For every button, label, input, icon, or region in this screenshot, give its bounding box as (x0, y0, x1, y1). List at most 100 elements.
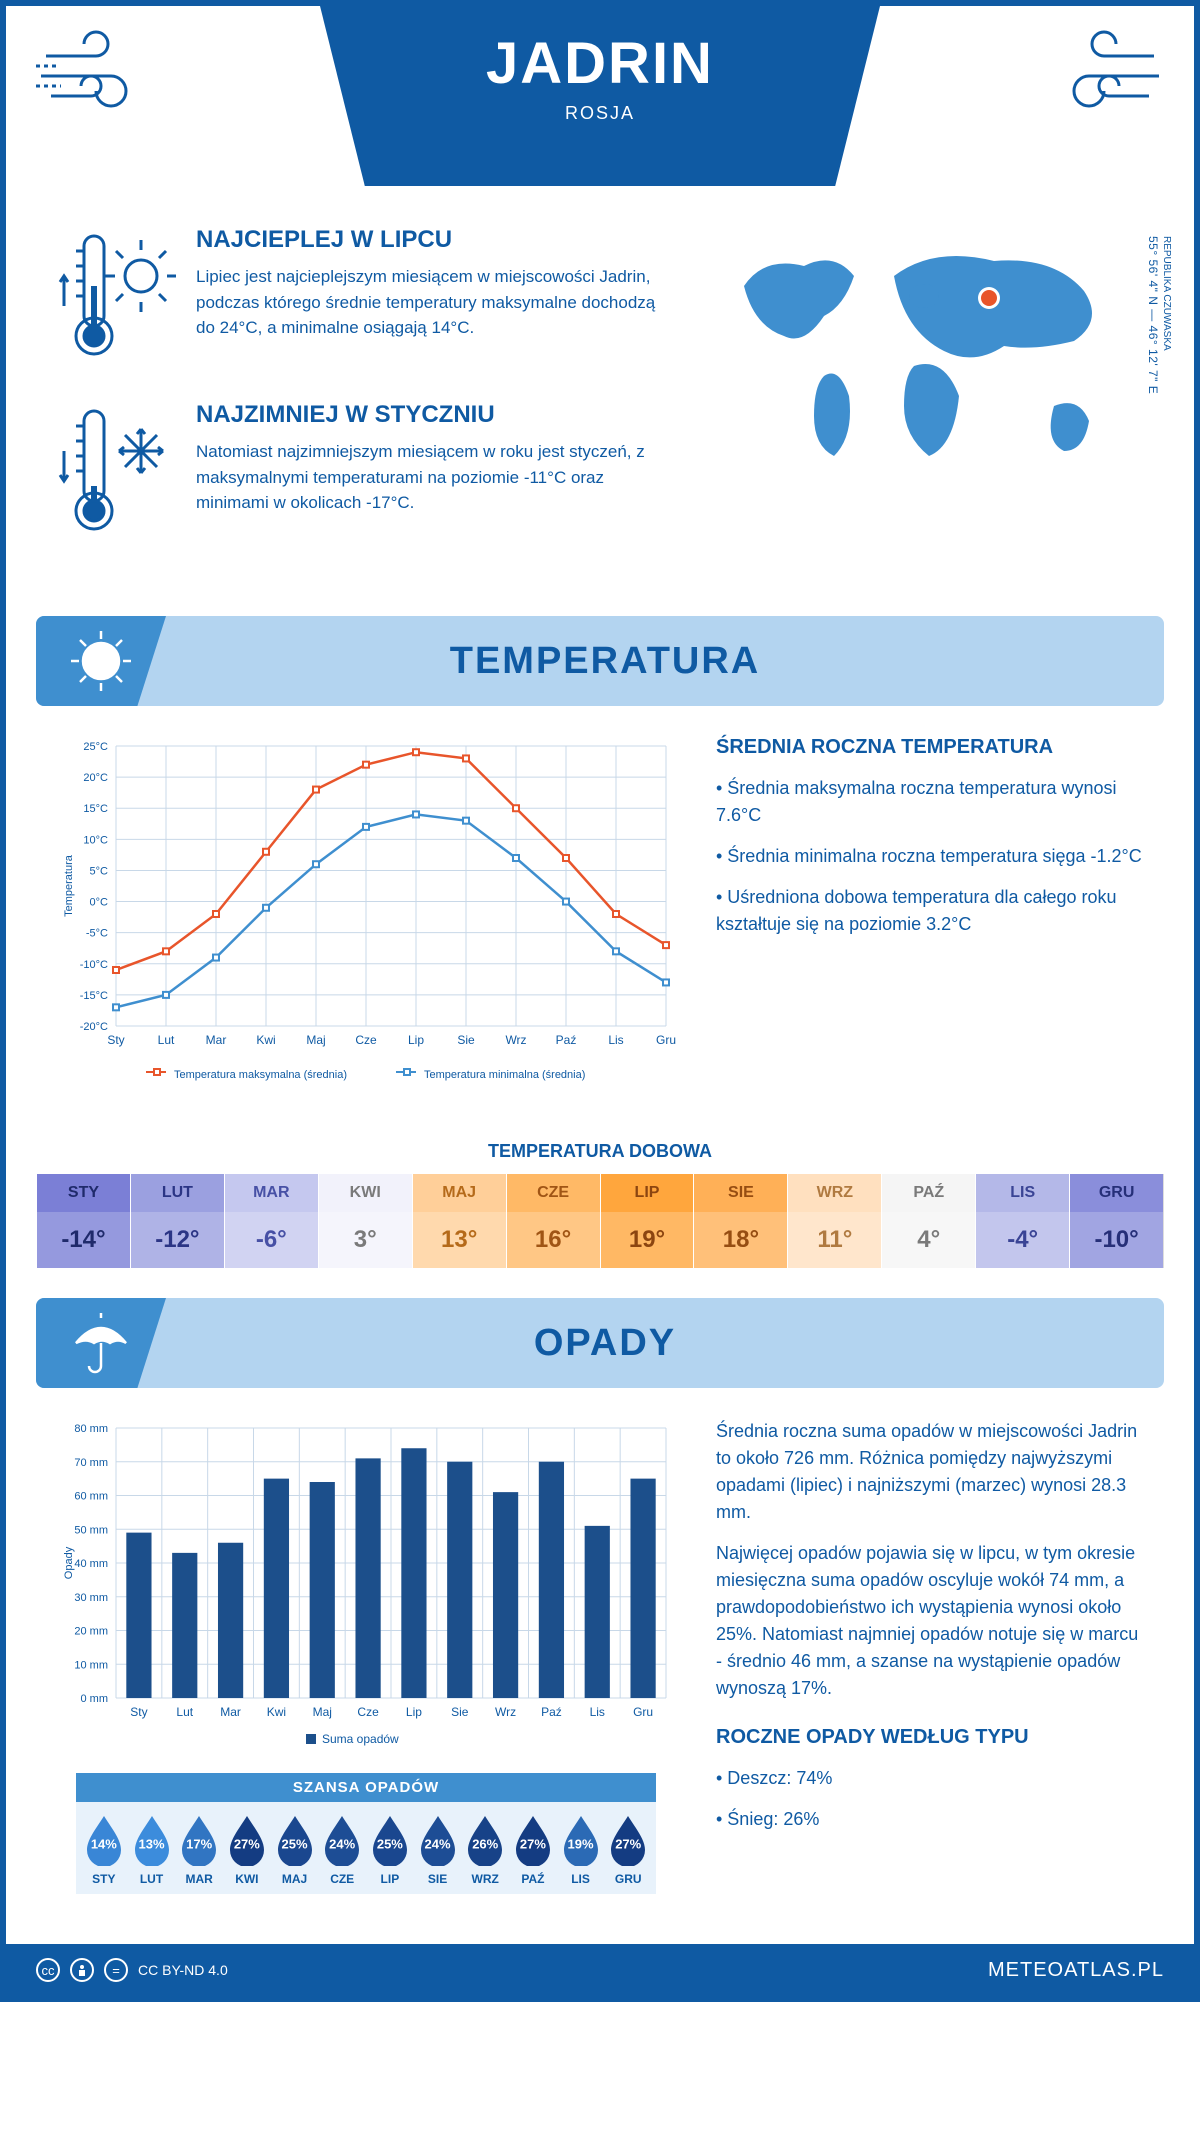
svg-text:Suma opadów: Suma opadów (322, 1732, 399, 1746)
world-map: 55° 56' 4" N — 46° 12' 7" E REPUBLIKA CZ… (714, 226, 1144, 576)
raindrop-icon: 14% (83, 1814, 125, 1866)
svg-text:Sie: Sie (457, 1033, 475, 1047)
svg-text:Temperatura: Temperatura (63, 854, 75, 917)
svg-text:Sty: Sty (107, 1033, 124, 1047)
drop-month: LUT (128, 1872, 176, 1886)
daily-cell: CZE 16° (506, 1174, 600, 1268)
drop-cell: 27% KWI (223, 1814, 271, 1886)
drop-month: KWI (223, 1872, 271, 1886)
daily-month: LIS (976, 1174, 1069, 1212)
daily-value: -6° (225, 1212, 318, 1268)
svg-text:Maj: Maj (306, 1033, 325, 1047)
daily-value: 11° (788, 1212, 881, 1268)
svg-text:Paź: Paź (556, 1033, 577, 1047)
svg-text:0 mm: 0 mm (81, 1693, 109, 1705)
svg-text:Sty: Sty (130, 1705, 147, 1719)
drop-cell: 26% WRZ (461, 1814, 509, 1886)
daily-month: MAJ (413, 1174, 506, 1212)
svg-text:Lip: Lip (406, 1705, 422, 1719)
drop-pct: 25% (282, 1837, 308, 1852)
daily-cell: PAŹ 4° (881, 1174, 975, 1268)
drop-cell: 24% SIE (414, 1814, 462, 1886)
svg-text:10 mm: 10 mm (74, 1659, 108, 1671)
sun-icon (36, 616, 166, 706)
svg-text:Kwi: Kwi (256, 1033, 275, 1047)
drop-month: MAJ (271, 1872, 319, 1886)
drop-cell: 25% MAJ (271, 1814, 319, 1886)
daily-value: -10° (1070, 1212, 1163, 1268)
drop-cell: 19% LIS (557, 1814, 605, 1886)
precip-type-item: • Śnieg: 26% (716, 1806, 1144, 1833)
precip-type-title: ROCZNE OPADY WEDŁUG TYPU (716, 1726, 1144, 1749)
drop-pct: 27% (615, 1837, 641, 1852)
daily-cell: LUT -12° (130, 1174, 224, 1268)
raindrop-icon: 27% (226, 1814, 268, 1866)
raindrop-icon: 26% (464, 1814, 506, 1866)
precipitation-chart: 0 mm10 mm20 mm30 mm40 mm50 mm60 mm70 mm8… (56, 1418, 676, 1904)
precipitation-info: Średnia roczna suma opadów w miejscowośc… (716, 1418, 1144, 1904)
footer: cc = CC BY-ND 4.0 METEOATLAS.PL (6, 1944, 1194, 1996)
svg-text:Lis: Lis (590, 1705, 605, 1719)
daily-value: -14° (37, 1212, 130, 1268)
raindrop-icon: 13% (131, 1814, 173, 1866)
coldest-title: NAJZIMNIEJ W STYCZNIU (196, 401, 674, 429)
drop-pct: 13% (138, 1837, 164, 1852)
svg-text:Wrz: Wrz (505, 1033, 526, 1047)
daily-cell: WRZ 11° (787, 1174, 881, 1268)
svg-text:Opady: Opady (63, 1546, 75, 1579)
daily-cell: MAR -6° (224, 1174, 318, 1268)
svg-text:0°C: 0°C (90, 897, 109, 909)
raindrop-icon: 24% (417, 1814, 459, 1866)
daily-value: -12° (131, 1212, 224, 1268)
title-banner: JADRIN ROSJA (320, 6, 880, 186)
coldest-text: Natomiast najzimniejszym miesiącem w rok… (196, 439, 674, 516)
daily-value: 3° (319, 1212, 412, 1268)
svg-text:Gru: Gru (656, 1033, 676, 1047)
temp-info-item: • Średnia maksymalna roczna temperatura … (716, 775, 1144, 829)
svg-text:Temperatura maksymalna (średni: Temperatura maksymalna (średnia) (174, 1069, 347, 1081)
temperature-section: TEMPERATURA -20°C-15°C-10°C-5°C0°C5°C10°… (36, 616, 1164, 1268)
raindrop-icon: 25% (369, 1814, 411, 1866)
umbrella-icon (36, 1298, 166, 1388)
drop-month: STY (80, 1872, 128, 1886)
svg-text:-10°C: -10°C (80, 959, 108, 971)
daily-value: 4° (882, 1212, 975, 1268)
drop-pct: 19% (568, 1837, 594, 1852)
svg-text:40 mm: 40 mm (74, 1558, 108, 1570)
svg-text:20°C: 20°C (83, 772, 108, 784)
drop-month: LIS (557, 1872, 605, 1886)
raindrop-icon: 19% (560, 1814, 602, 1866)
drop-cell: 13% LUT (128, 1814, 176, 1886)
svg-text:Paź: Paź (541, 1705, 562, 1719)
drop-pct: 24% (425, 1837, 451, 1852)
daily-cell: MAJ 13° (412, 1174, 506, 1268)
drop-pct: 25% (377, 1837, 403, 1852)
svg-text:Temperatura minimalna (średnia: Temperatura minimalna (średnia) (424, 1069, 585, 1081)
daily-temp-table: STY -14°LUT -12°MAR -6°KWI 3°MAJ 13°CZE … (36, 1174, 1164, 1268)
hero: JADRIN ROSJA (6, 6, 1194, 186)
daily-month: CZE (507, 1174, 600, 1212)
drop-cell: 14% STY (80, 1814, 128, 1886)
drop-month: MAR (175, 1872, 223, 1886)
daily-month: GRU (1070, 1174, 1163, 1212)
nd-icon: = (104, 1958, 128, 1982)
svg-text:15°C: 15°C (83, 803, 108, 815)
daily-value: 18° (694, 1212, 787, 1268)
page: JADRIN ROSJA (0, 0, 1200, 2002)
map-coordinates: 55° 56' 4" N — 46° 12' 7" E (1146, 236, 1160, 394)
prob-title: SZANSA OPADÓW (76, 1773, 656, 1802)
drop-cell: 27% GRU (604, 1814, 652, 1886)
daily-cell: STY -14° (36, 1174, 130, 1268)
temp-info-item: • Średnia minimalna roczna temperatura s… (716, 843, 1144, 870)
daily-cell: KWI 3° (318, 1174, 412, 1268)
drop-month: SIE (414, 1872, 462, 1886)
temperature-info: ŚREDNIA ROCZNA TEMPERATURA • Średnia mak… (716, 736, 1144, 1101)
drop-pct: 24% (329, 1837, 355, 1852)
city-title: JADRIN (360, 30, 840, 97)
precip-text-2: Najwięcej opadów pojawia się w lipcu, w … (716, 1540, 1144, 1702)
svg-text:70 mm: 70 mm (74, 1457, 108, 1469)
drop-month: WRZ (461, 1872, 509, 1886)
license: cc = CC BY-ND 4.0 (36, 1958, 228, 1982)
svg-text:-20°C: -20°C (80, 1021, 108, 1033)
temperature-title: TEMPERATURA (166, 640, 1164, 683)
